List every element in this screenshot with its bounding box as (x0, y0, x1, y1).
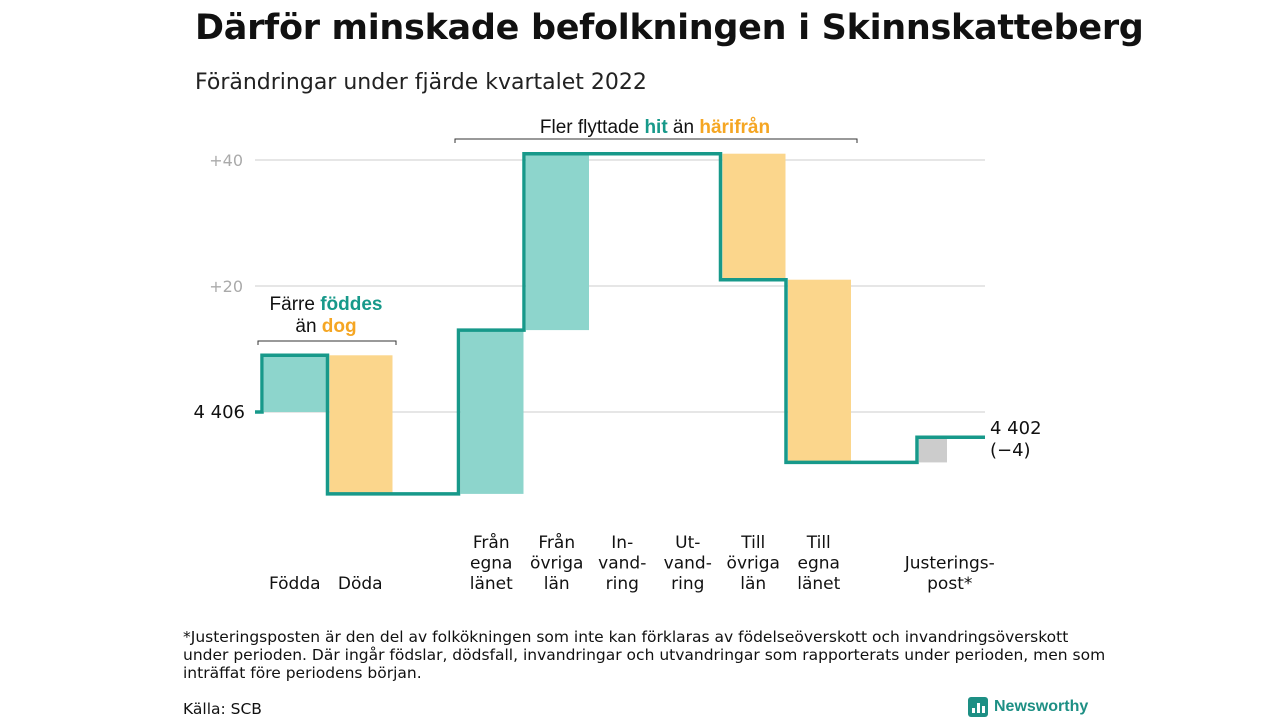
y-tick-label: +20 (209, 277, 243, 296)
chart-title: Därför minskade befolkningen i Skinnskat… (195, 8, 1144, 48)
category-label: post* (927, 574, 972, 594)
start-value-label: 4 406 (193, 402, 245, 423)
category-label: In- (611, 533, 633, 553)
annotation-bracket (454, 138, 858, 143)
category-label: egna (798, 554, 840, 574)
waterfall-bar (329, 355, 393, 494)
category-label: ring (671, 574, 704, 594)
footnote: *Justeringsposten är den del av folkökni… (183, 628, 1106, 682)
y-tick-label: +40 (209, 151, 243, 170)
category-label: Döda (338, 574, 383, 594)
waterfall-bar (722, 153, 786, 280)
category-label: vand- (598, 554, 646, 574)
category-label: Ut- (675, 533, 700, 553)
population-line (255, 151, 985, 496)
annotation-bracket (257, 340, 397, 345)
category-label: ring (606, 574, 639, 594)
category-label: Födda (269, 574, 321, 594)
category-label: vand- (664, 554, 712, 574)
newsworthy-logo: Newsworthy (968, 697, 1088, 717)
category-label: övriga (530, 554, 583, 574)
end-change-label: (−4) (990, 440, 1031, 461)
end-value-label: 4 402 (990, 418, 1042, 439)
annotation-text: Fler flyttade hit än härifrån (540, 117, 770, 138)
category-label: Till (740, 533, 765, 553)
chart-subtitle: Förändringar under fjärde kvartalet 2022 (195, 70, 647, 95)
category-label: Justerings- (904, 554, 995, 574)
logo-text: Newsworthy (994, 698, 1089, 715)
bar-chart-icon (968, 697, 988, 717)
waterfall-bar (460, 330, 524, 494)
category-label: Från (538, 532, 575, 553)
annotation-text: Färre föddes (270, 294, 383, 315)
category-label: länet (797, 574, 840, 594)
waterfall-bar (264, 355, 327, 412)
category-label: Från (473, 532, 510, 553)
category-label: övriga (727, 554, 780, 574)
category-label: län (740, 574, 766, 594)
waterfall-bar (919, 437, 947, 463)
category-label: län (544, 574, 570, 594)
category-label: länet (470, 574, 513, 594)
waterfall-bar (788, 279, 851, 463)
category-label: egna (470, 554, 512, 574)
category-label: Till (806, 533, 831, 553)
waterfall-bar (526, 153, 589, 331)
annotation-text: än dog (295, 316, 356, 337)
source: Källa: SCB (183, 700, 262, 718)
